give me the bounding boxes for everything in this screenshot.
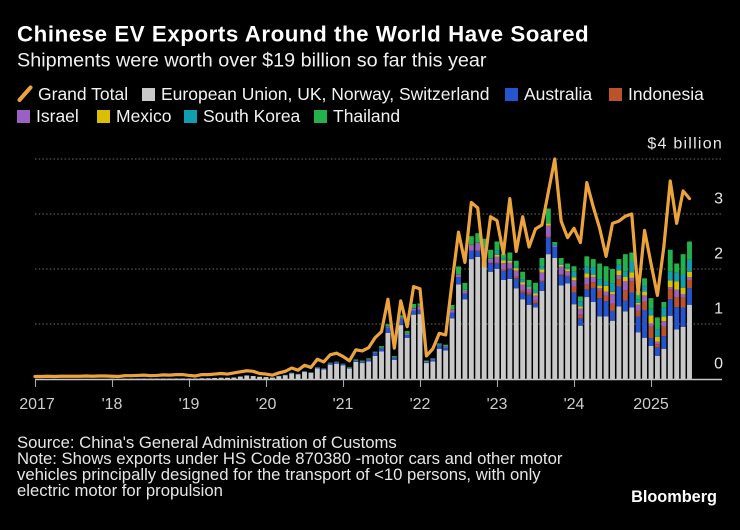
svg-text:2017: 2017	[19, 396, 55, 413]
svg-text:Israel: Israel	[36, 106, 79, 126]
svg-text:2: 2	[714, 246, 723, 263]
svg-text:Bloomberg: Bloomberg	[631, 488, 717, 506]
svg-text:'19: '19	[179, 396, 200, 413]
svg-text:3: 3	[714, 191, 723, 208]
svg-text:Chinese EV Exports Around the: Chinese EV Exports Around the World Have…	[17, 22, 589, 47]
svg-text:Shipments were worth over $19: Shipments were worth over $19 billion so…	[17, 50, 487, 72]
svg-text:European Union, UK, Norway, Sw: European Union, UK, Norway, Switzerland	[161, 84, 489, 104]
svg-text:1: 1	[714, 301, 723, 318]
svg-text:electric motor for propulsion: electric motor for propulsion	[17, 481, 223, 500]
svg-text:Thailand: Thailand	[333, 106, 400, 126]
svg-text:'22: '22	[410, 396, 431, 413]
svg-text:'21: '21	[333, 396, 354, 413]
svg-text:Australia: Australia	[524, 84, 592, 104]
svg-text:'24: '24	[564, 396, 585, 413]
svg-text:'23: '23	[487, 396, 508, 413]
svg-text:0: 0	[714, 356, 723, 373]
svg-text:'20: '20	[256, 396, 277, 413]
svg-text:Grand Total: Grand Total	[38, 84, 128, 104]
svg-text:'18: '18	[102, 396, 123, 413]
svg-text:2025: 2025	[633, 396, 669, 413]
svg-text:South Korea: South Korea	[203, 106, 301, 126]
svg-text:$4 billion: $4 billion	[647, 136, 723, 153]
svg-text:Mexico: Mexico	[116, 106, 171, 126]
svg-text:Indonesia: Indonesia	[628, 84, 704, 104]
